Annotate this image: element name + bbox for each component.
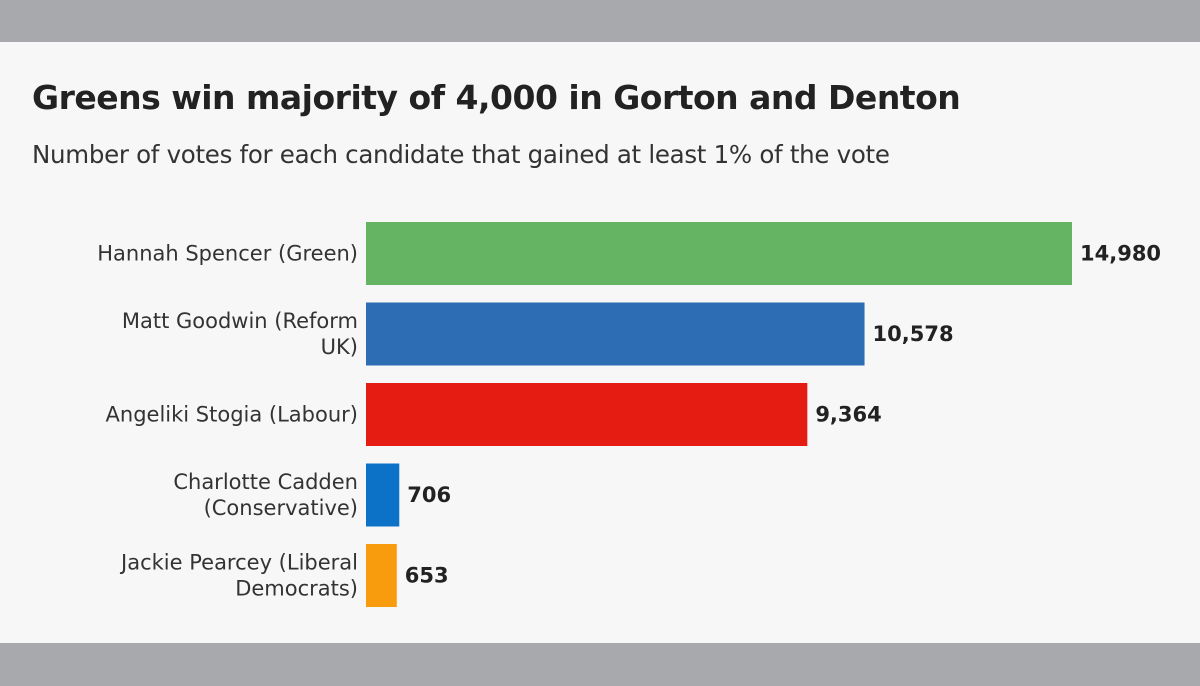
value-label: 653 xyxy=(405,564,449,588)
value-label: 10,578 xyxy=(873,322,954,346)
bar-1 xyxy=(366,302,865,366)
category-label: Hannah Spencer (Green) xyxy=(97,242,358,266)
category-label: UK) xyxy=(321,335,358,359)
value-label: 706 xyxy=(407,483,451,507)
category-label: Matt Goodwin (Reform xyxy=(122,309,358,333)
chart-subtitle: Number of votes for each candidate that … xyxy=(32,140,890,169)
category-label: Democrats) xyxy=(235,577,358,601)
category-label: Angeliki Stogia (Labour) xyxy=(106,403,358,427)
category-label: Charlotte Cadden xyxy=(173,470,358,494)
bar-2 xyxy=(366,383,808,446)
bar-3 xyxy=(366,463,400,527)
chart-card: Greens win majority of 4,000 in Gorton a… xyxy=(0,42,1200,643)
bar-0 xyxy=(366,222,1072,285)
category-label: Jackie Pearcey (Liberal xyxy=(119,551,358,575)
chart-title: Greens win majority of 4,000 in Gorton a… xyxy=(32,78,961,117)
value-label: 14,980 xyxy=(1080,242,1161,266)
value-label: 9,364 xyxy=(815,403,881,427)
category-label: (Conservative) xyxy=(204,496,358,520)
bar-4 xyxy=(366,544,397,607)
